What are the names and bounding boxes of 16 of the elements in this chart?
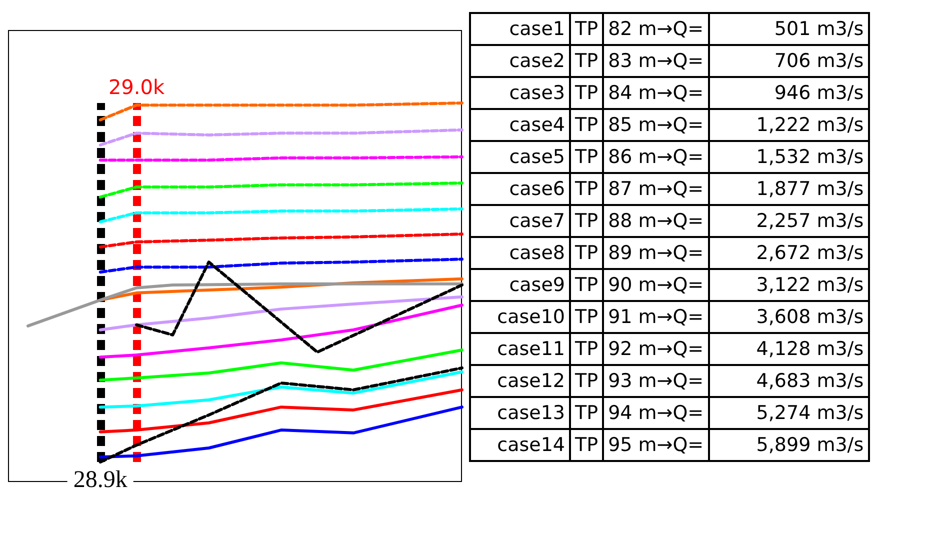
text: case2 TP 83 m→Q= 706 m3/s bbox=[509, 50, 864, 72]
text: case13 TP 94 m→Q= 5,274 m3/s bbox=[497, 402, 864, 424]
text: case14 TP 95 m→Q= 5,899 m3/s bbox=[497, 434, 864, 456]
text: case5 TP 86 m→Q= 1,532 m3/s bbox=[509, 146, 864, 168]
x-tick-label: 28.9k bbox=[73, 467, 128, 493]
text: case1 TP 82 m→Q= 501 m3/s bbox=[509, 18, 864, 40]
text: case7 TP 88 m→Q= 2,257 m3/s bbox=[509, 210, 864, 232]
text: case12 TP 93 m→Q= 4,683 m3/s bbox=[497, 370, 864, 392]
text: case9 TP 90 m→Q= 3,122 m3/s bbox=[509, 274, 864, 296]
x-tick-label: 29.0k bbox=[108, 75, 165, 99]
text: case8 TP 89 m→Q= 2,672 m3/s bbox=[509, 242, 864, 264]
text: case3 TP 84 m→Q= 946 m3/s bbox=[509, 82, 864, 104]
text: case10 TP 91 m→Q= 3,608 m3/s bbox=[497, 306, 864, 328]
text: case4 TP 85 m→Q= 1,222 m3/s bbox=[509, 114, 864, 136]
text: case11 TP 92 m→Q= 4,128 m3/s bbox=[497, 338, 864, 360]
text: case6 TP 87 m→Q= 1,877 m3/s bbox=[509, 178, 864, 200]
